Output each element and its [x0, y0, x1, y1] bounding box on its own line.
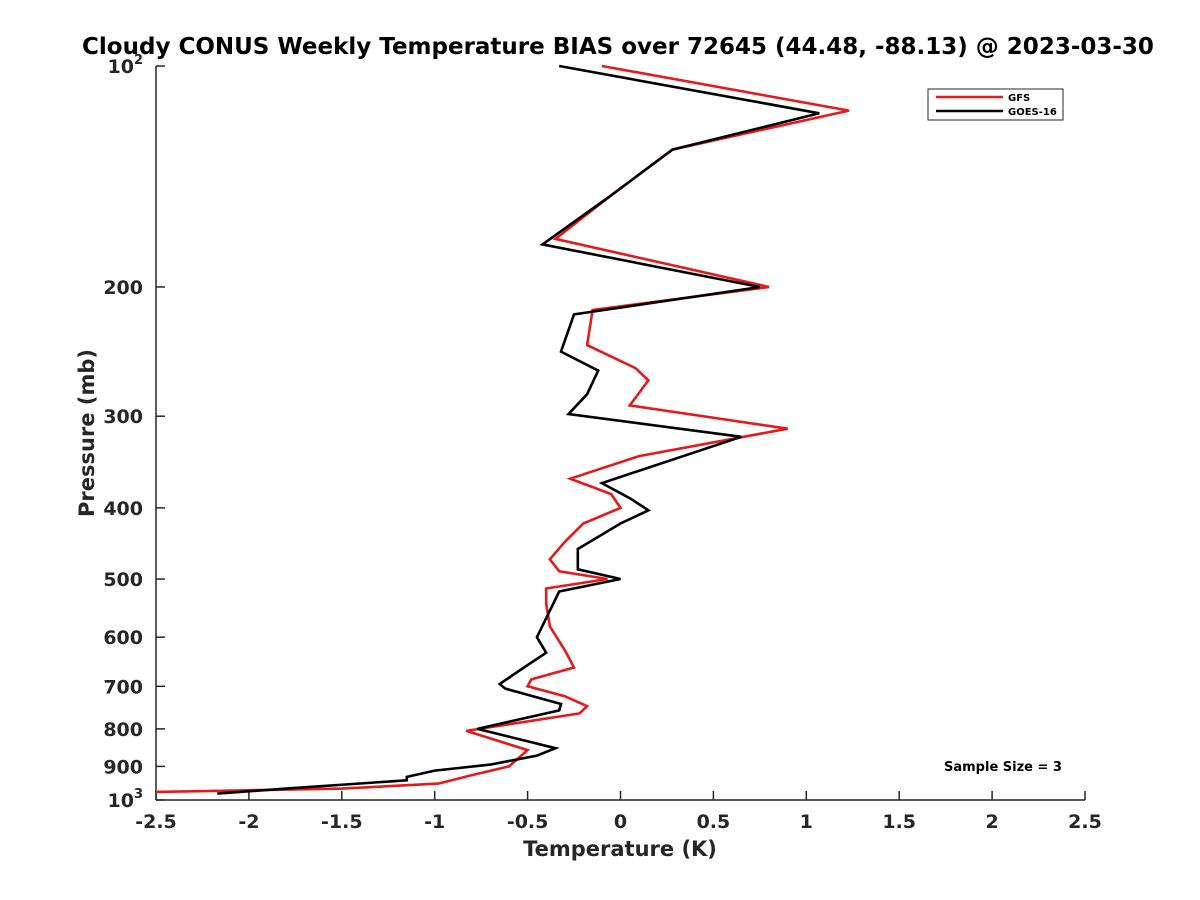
x-axis-ticks: -2.5 -2 -1.5 -1 -0.5 0 0.5 1 1.5 2 2.5	[135, 791, 1102, 833]
x-tick-label: 1	[800, 811, 813, 833]
legend-items: GFS GOES-16	[936, 93, 1057, 118]
y-tick-label-base: 10	[108, 790, 134, 812]
y-tick-label-base: 700	[103, 676, 143, 698]
x-tick-label: -2.5	[135, 811, 177, 833]
y-tick-label: 102	[108, 53, 144, 78]
sample-size-annotation: Sample Size = 3	[944, 760, 1062, 775]
y-tick-label: 200	[103, 277, 143, 299]
y-tick-label: 900	[103, 756, 143, 778]
x-tick-label: 0	[614, 811, 627, 833]
legend-label: GOES-16	[1008, 107, 1057, 118]
y-axis-label: Pressure (mb)	[75, 349, 99, 517]
y-tick-label: 500	[103, 569, 143, 591]
series-layer	[155, 64, 850, 795]
x-axis-label: Temperature (K)	[523, 837, 717, 861]
x-tick-label: -0.5	[507, 811, 549, 833]
y-tick-label: 103	[108, 787, 144, 812]
y-tick-label-base: 900	[103, 756, 143, 778]
y-tick-label: 300	[103, 406, 143, 428]
y-tick-label-base: 400	[103, 498, 143, 520]
legend: GFS GOES-16	[927, 88, 1064, 121]
y-tick-label: 400	[103, 498, 143, 520]
legend-box	[927, 88, 1064, 121]
y-tick-label-base: 800	[103, 719, 143, 741]
x-tick-label: 1.5	[882, 811, 916, 833]
y-tick-label-base: 200	[103, 277, 143, 299]
x-tick-label: 2	[985, 811, 998, 833]
y-tick-label-base: 300	[103, 406, 143, 428]
y-tick-label: 700	[103, 676, 143, 698]
y-tick-label-exponent: 3	[134, 787, 143, 802]
y-tick-label: 600	[103, 627, 143, 649]
y-tick-label-base: 10	[108, 56, 134, 78]
x-tick-label: 2.5	[1068, 811, 1102, 833]
x-tick-label: -1	[424, 811, 445, 833]
y-tick-label-base: 600	[103, 627, 143, 649]
y-tick-label-base: 500	[103, 569, 143, 591]
y-tick-label-exponent: 2	[134, 53, 143, 68]
chart-title: Cloudy CONUS Weekly Temperature BIAS ove…	[82, 34, 1154, 60]
series-line-goes-16	[217, 64, 820, 795]
x-tick-label: 0.5	[697, 811, 731, 833]
plot-area	[155, 66, 1085, 801]
x-tick-label: -1.5	[321, 811, 363, 833]
x-tick-label: -2	[238, 811, 259, 833]
y-tick-label: 800	[103, 719, 143, 741]
legend-label: GFS	[1008, 93, 1030, 104]
